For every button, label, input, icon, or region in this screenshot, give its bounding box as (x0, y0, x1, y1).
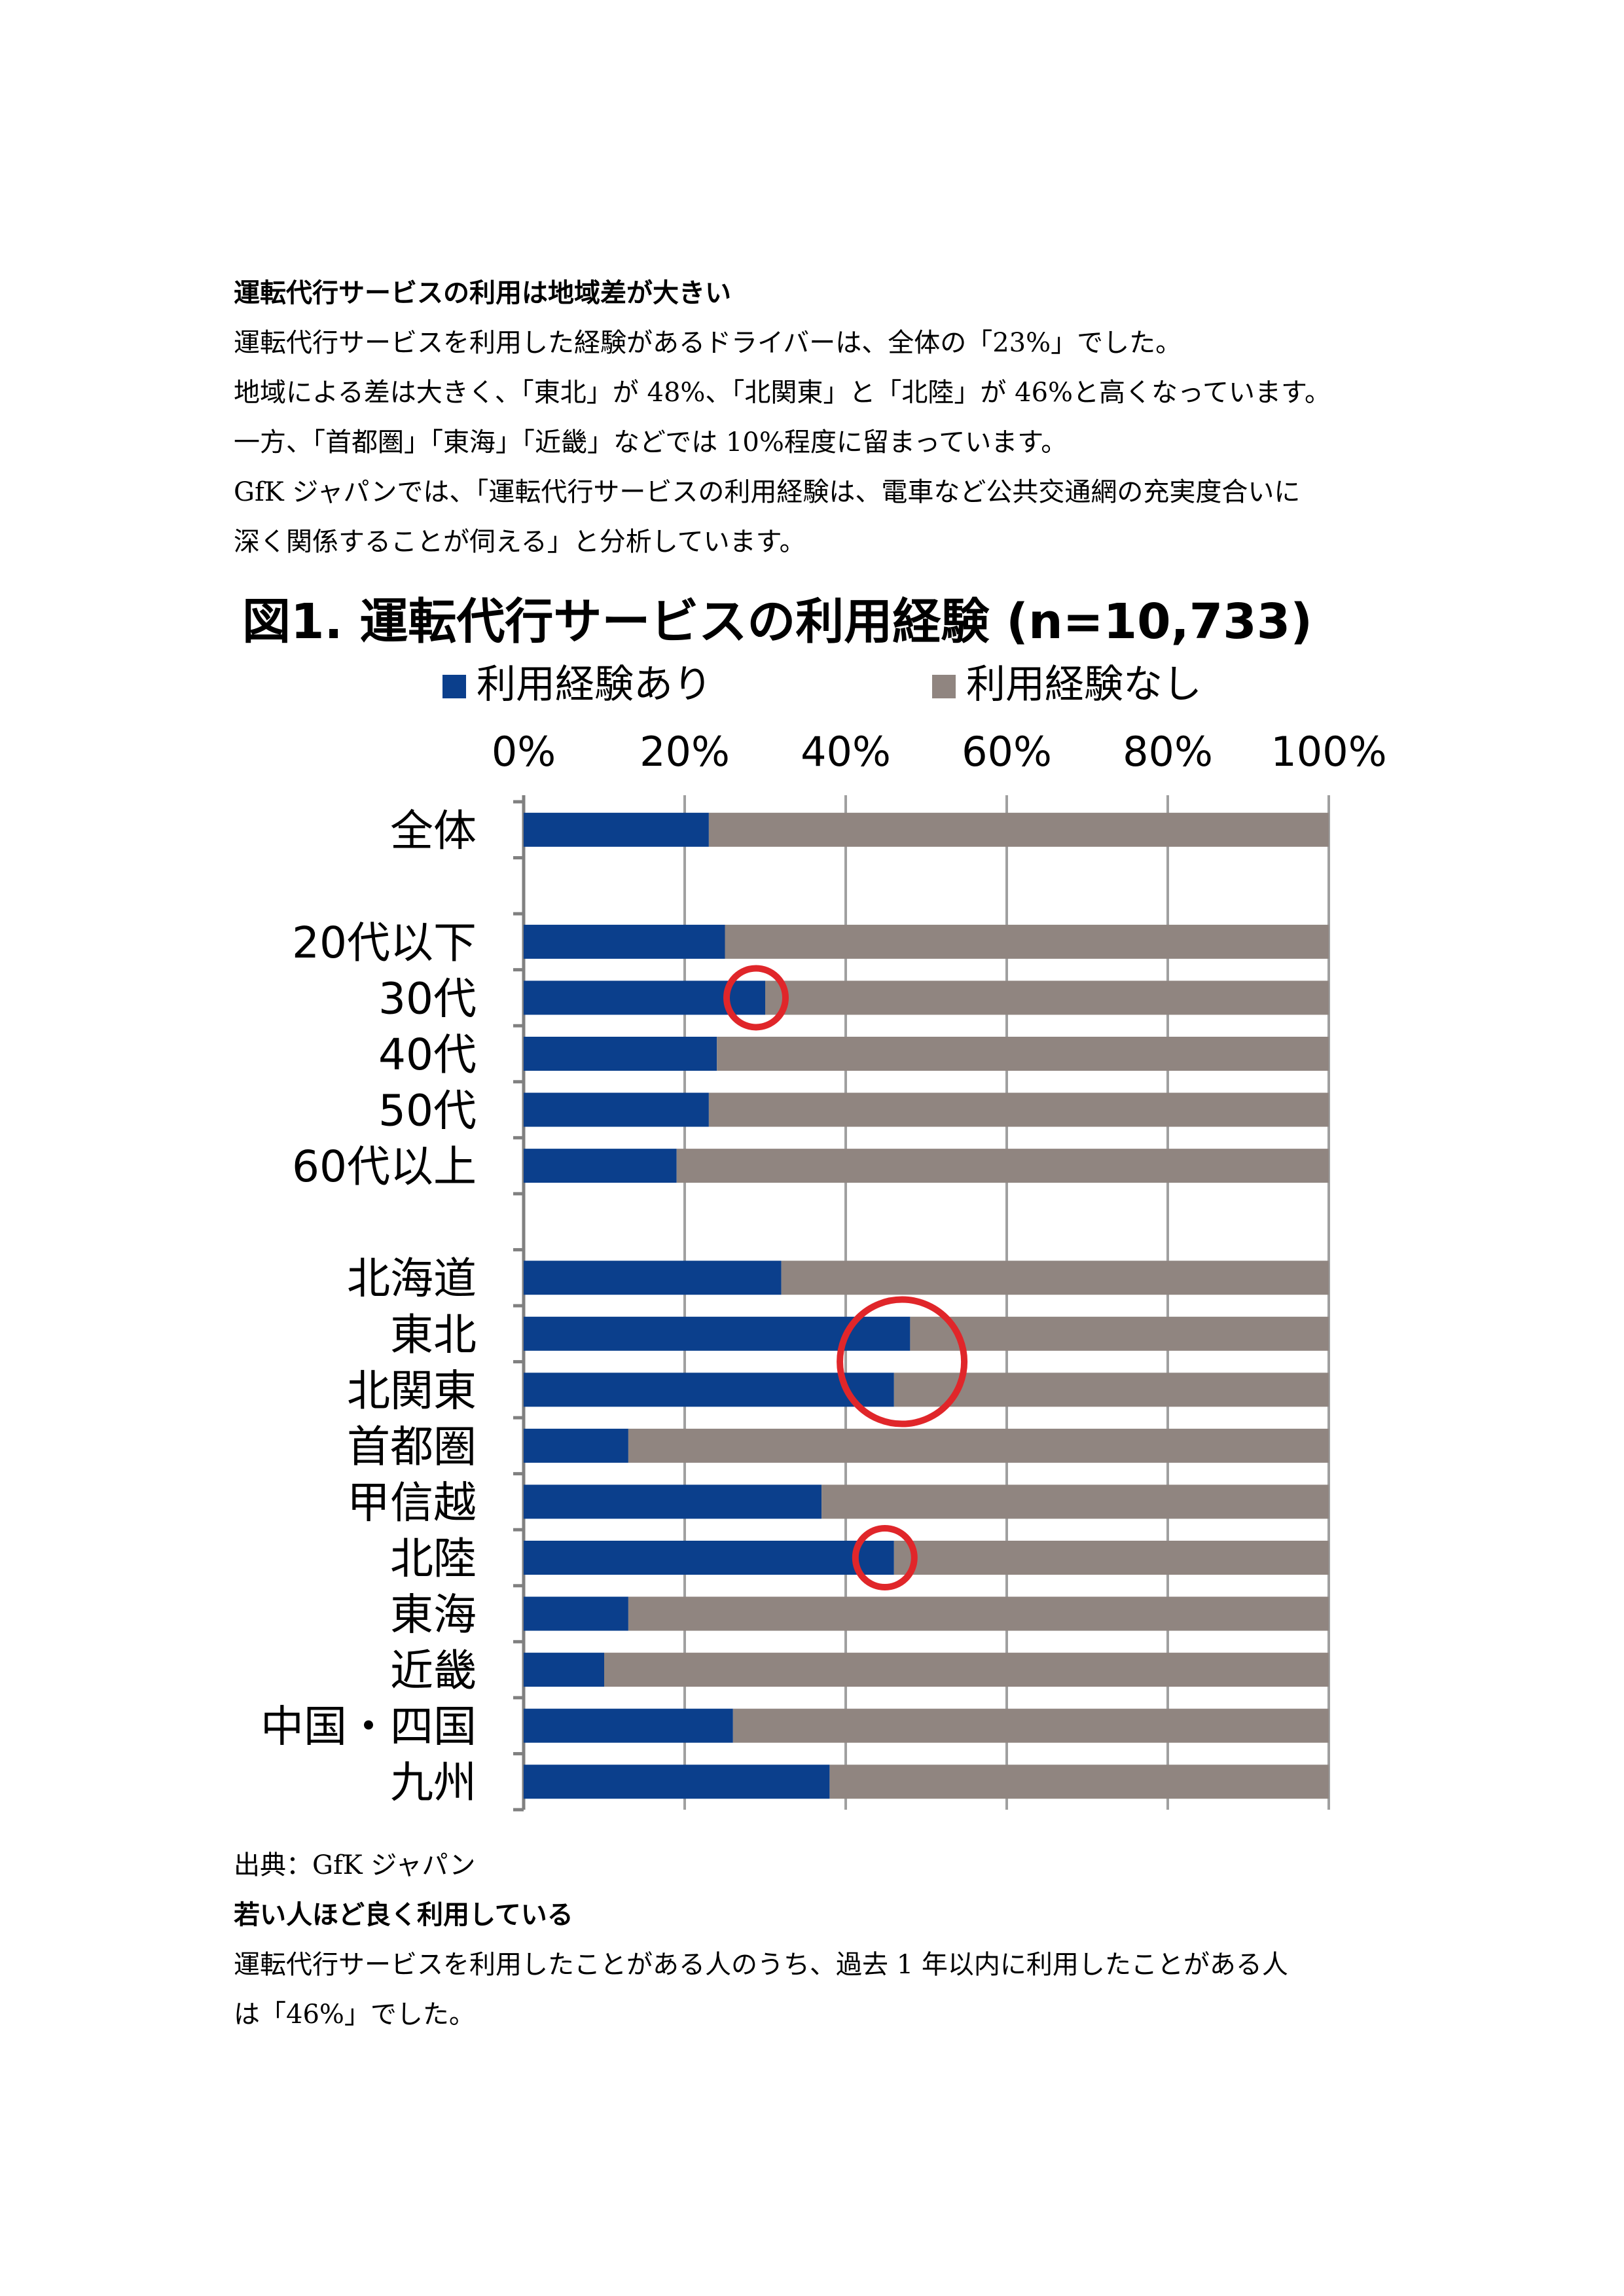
bar-used (524, 1708, 733, 1743)
bar-used (524, 1261, 782, 1295)
bar-not-used (732, 1708, 1329, 1743)
highlight-circle (837, 1296, 968, 1427)
bar-used (524, 1765, 830, 1799)
bar-used (524, 1596, 628, 1631)
x-tick-label: 60% (962, 728, 1052, 776)
bar-used (524, 1037, 717, 1071)
bar-used (524, 1484, 822, 1519)
category-label: 甲信越 (347, 1477, 477, 1528)
bar-not-used (765, 980, 1329, 1015)
highlight-circle (852, 1525, 918, 1590)
bar-not-used (821, 1484, 1329, 1519)
category-label: 首都圏 (347, 1422, 477, 1472)
bar-not-used (893, 1541, 1329, 1575)
bar-not-used (628, 1428, 1329, 1463)
category-label: 近畿 (390, 1645, 477, 1696)
bar-not-used (829, 1765, 1329, 1799)
paragraph-line: 運転代行サービスを利用したことがある人のうち、過去 1 年以内に利用したことがあ… (234, 1950, 1288, 1980)
bar-not-used (628, 1596, 1329, 1631)
bar-not-used (604, 1653, 1329, 1687)
category-label: 40代 (378, 1030, 477, 1080)
legend-swatch-yes (442, 675, 466, 699)
bar-not-used (717, 1037, 1329, 1071)
legend-item-no: 利用経験なし (932, 661, 1202, 708)
x-tick-label: 20% (640, 728, 730, 776)
category-label: 20代以下 (292, 918, 477, 968)
x-tick-label: 100% (1271, 728, 1386, 776)
bar-used (524, 1428, 628, 1463)
chart-title: 図1. 運転代行サービスの利用経験 (n=10,733) (242, 594, 1313, 650)
category-label: 東北 (390, 1310, 477, 1360)
section-heading-2: 若い人ほど良く利用している (234, 1899, 573, 1930)
bar-not-used (725, 924, 1329, 959)
category-label: 東海 (390, 1590, 477, 1640)
section-heading-1: 運転代行サービスの利用は地域差が大きい (234, 278, 731, 308)
bar-not-used (893, 1372, 1329, 1407)
paragraph-line: 一方、「首都圏」「東海」「近畿」などでは 10%程度に留まっています。 (234, 427, 1068, 457)
legend-item-yes: 利用経験あり (442, 661, 712, 708)
category-label: 30代 (378, 973, 477, 1024)
bar-not-used (708, 1092, 1329, 1127)
category-label: 50代 (378, 1086, 477, 1136)
bar-used (524, 1092, 709, 1127)
legend-label-yes: 利用経験あり (477, 662, 712, 708)
legend-swatch-no (932, 675, 956, 699)
category-label: 九州 (390, 1757, 477, 1808)
category-label: 北陸 (390, 1534, 477, 1584)
bar-not-used (910, 1316, 1329, 1351)
bar-used (524, 1372, 894, 1407)
paragraph-line: 地域による差は大きく、「東北」が 48%、「北関東」と「北陸」が 46%と高くな… (234, 378, 1331, 408)
bar-not-used (676, 1149, 1329, 1183)
legend-label-no: 利用経験なし (966, 662, 1202, 708)
source-caption: 出典：GfK ジャパン (234, 1850, 476, 1880)
x-tick-label: 80% (1123, 728, 1213, 776)
category-label: 中国・四国 (261, 1702, 477, 1752)
paragraph-line: 深く関係することが伺える」と分析しています。 (234, 527, 806, 557)
x-tick-label: 0% (492, 728, 556, 776)
paragraph-line: は「46%」でした。 (234, 2000, 475, 2030)
bar-used (524, 1541, 894, 1575)
paragraph-line: GfK ジャパンでは、「運転代行サービスの利用経験は、電車など公共交通網の充実度… (234, 477, 1301, 507)
bar-not-used (781, 1261, 1329, 1295)
category-label: 北海道 (347, 1253, 477, 1304)
bar-used (524, 812, 709, 847)
paragraph-line: 運転代行サービスを利用した経験があるドライバーは、全体の「23%」でした。 (234, 328, 1182, 358)
category-label: 全体 (390, 806, 477, 856)
category-label: 60代以上 (292, 1141, 477, 1192)
x-tick-label: 40% (801, 728, 891, 776)
category-label: 北関東 (347, 1365, 477, 1416)
bar-not-used (708, 812, 1329, 847)
highlight-circle (723, 965, 789, 1031)
bar-used (524, 924, 725, 959)
bar-used (524, 1149, 677, 1183)
bar-used (524, 1653, 604, 1687)
